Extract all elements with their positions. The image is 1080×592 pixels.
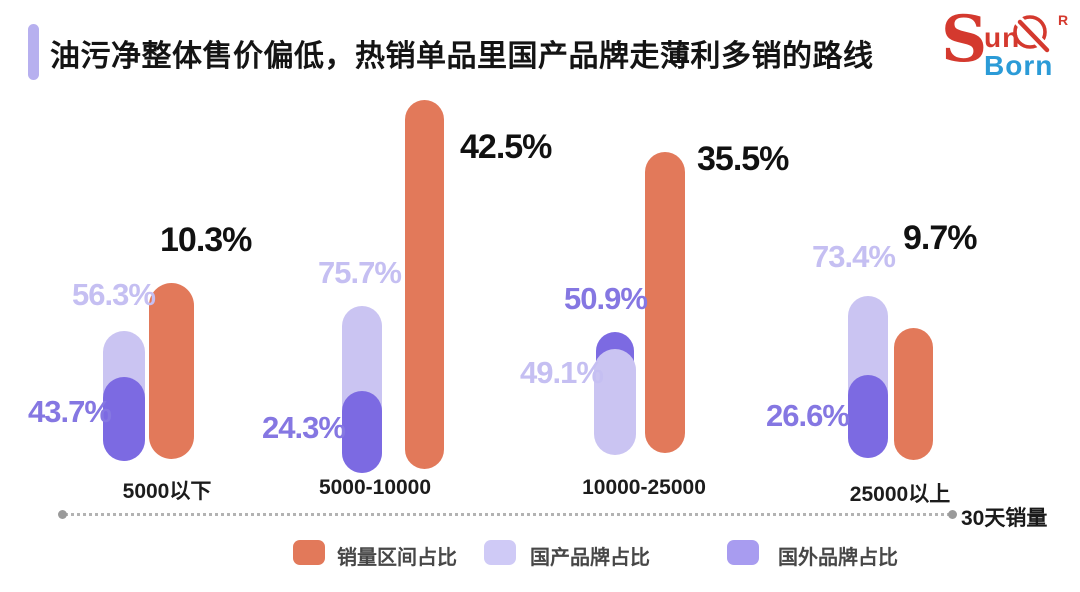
category-label-g3: 10000-25000 [582,476,706,499]
logo-born-text: Born [984,50,1054,81]
page-title: 油污净整体售价偏低，热销单品里国产品牌走薄利多销的路线 [50,40,874,73]
label-sales-g1: 10.3% [160,221,252,259]
label-foreign-g2: 24.3% [262,410,346,445]
label-domestic-g2: 75.7% [318,255,402,290]
x-axis-dotted-line [60,513,956,516]
label-sales-g2: 42.5% [460,128,552,166]
label-sales-g4: 9.7% [903,219,977,257]
bar-domestic-g3 [594,349,636,455]
label-foreign-g3: 50.9% [564,281,648,316]
label-sales-g3: 35.5% [697,140,789,178]
label-foreign-g4: 26.6% [766,398,850,433]
category-label-g4: 25000以上 [849,483,951,506]
category-label-g1: 5000以下 [122,480,212,503]
label-domestic-g3: 49.1% [520,355,604,390]
label-foreign-g1: 43.7% [28,394,112,429]
axis-end-dot [948,510,957,519]
sun-dial-icon [1013,15,1054,57]
bar-foreign-g2 [342,391,382,473]
category-label-g2: 5000-10000 [318,476,432,499]
bar-foreign-g1 [103,377,145,461]
bar-sales-g2 [405,100,444,469]
legend-swatch-foreign [727,540,759,565]
logo-letter-s: S [941,2,988,77]
logo-sun-text: un [984,22,1021,53]
label-domestic-g1: 56.3% [72,277,156,312]
legend-label-foreign: 国外品牌占比 [778,547,898,569]
axis-start-dot [58,510,67,519]
legend-label-domestic: 国产品牌占比 [530,547,650,569]
label-domestic-g4: 73.4% [812,239,896,274]
title-accent-bar [28,24,39,80]
x-axis-label: 30天销量 [961,507,1048,530]
bar-sales-g1 [149,283,194,459]
legend-swatch-sales [293,540,325,565]
bar-sales-g4 [894,328,933,460]
sunborn-logo: S un Born R [938,6,1078,90]
legend-label-sales: 销量区间占比 [337,547,457,569]
bar-foreign-g4 [848,375,888,458]
bar-sales-g3 [645,152,685,453]
registered-trademark-icon: R [1058,12,1069,28]
legend-swatch-domestic [484,540,516,565]
